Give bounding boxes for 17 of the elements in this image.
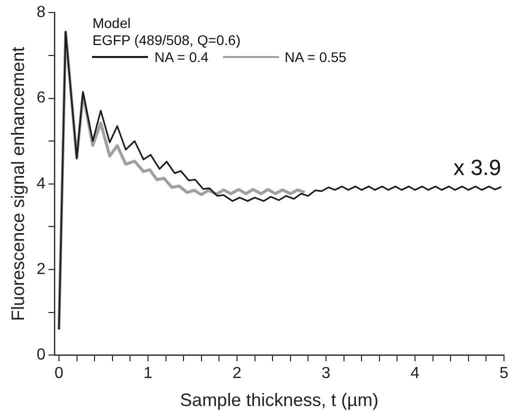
x-tick-label: 4 bbox=[410, 365, 420, 382]
y-tick-label: 4 bbox=[36, 175, 46, 192]
y-axis-title: Fluorescence signal enhancement bbox=[8, 46, 28, 321]
legend-label: NA = 0.4 bbox=[154, 48, 209, 66]
x-tick-label: 2 bbox=[232, 365, 242, 382]
x-tick-label: 3 bbox=[322, 365, 331, 382]
annotation: x 3.9 bbox=[453, 155, 502, 180]
y-tick-label: 2 bbox=[36, 260, 46, 278]
y-tick-label: 8 bbox=[36, 4, 46, 22]
y-tick-label: 6 bbox=[36, 90, 46, 107]
x-tick-label: 0 bbox=[54, 365, 64, 382]
legend-label: NA = 0.55 bbox=[284, 48, 346, 66]
x-tick-label: 5 bbox=[500, 365, 509, 382]
x-axis-title: Sample thickness, t (µm) bbox=[180, 390, 378, 410]
y-tick-label: 0 bbox=[36, 346, 46, 364]
legend-title: Model EGFP (489/508, Q=0.6) bbox=[92, 14, 242, 49]
x-tick-label: 1 bbox=[144, 365, 153, 382]
